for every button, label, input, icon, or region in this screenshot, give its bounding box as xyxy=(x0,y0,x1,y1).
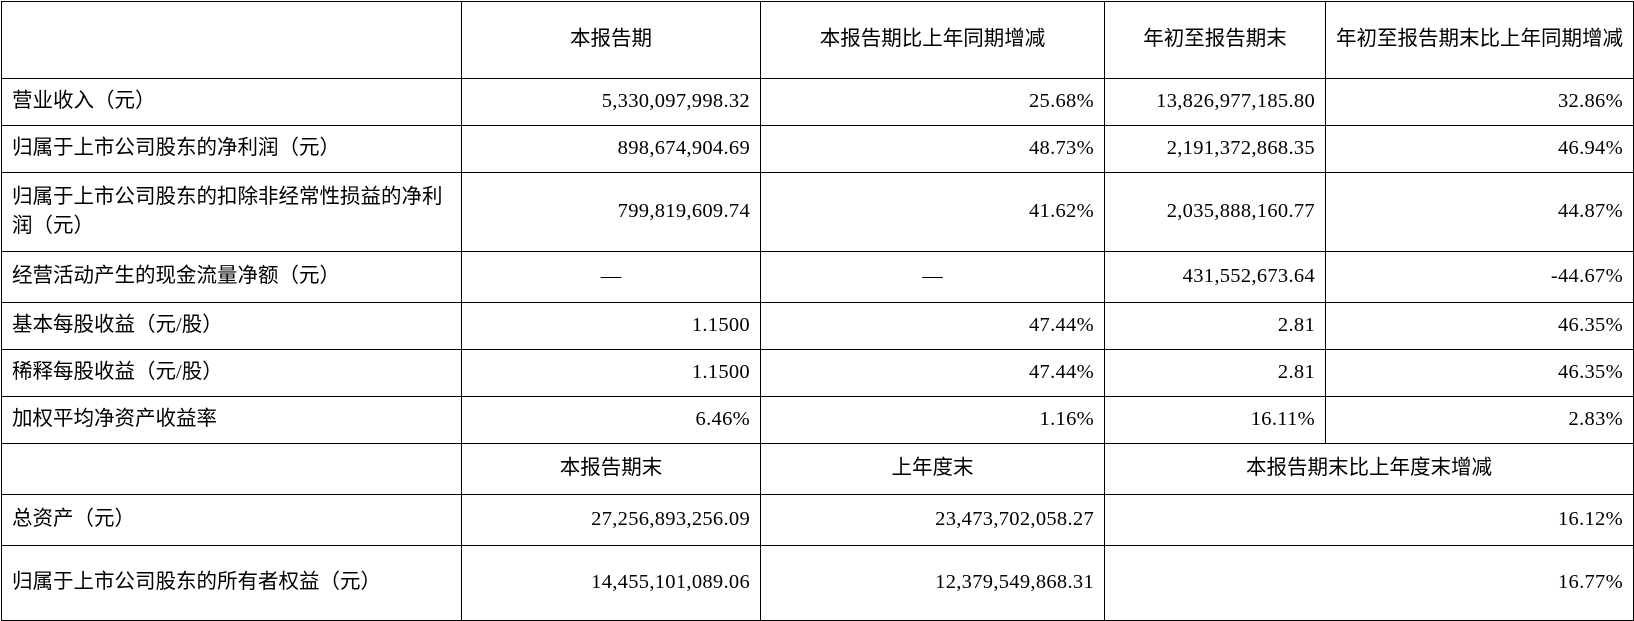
cell-total-assets-period-end: 27,256,893,256.09 xyxy=(461,494,761,546)
cell-equity-change: 16.77% xyxy=(1104,545,1634,621)
cell-weighted-roe-current-period-yoy: 1.16% xyxy=(760,396,1105,444)
table-row: 总资产（元） 27,256,893,256.09 23,473,702,058.… xyxy=(1,494,1634,546)
cell-revenue-ytd-yoy: 32.86% xyxy=(1325,78,1634,126)
cell-revenue-current-period-yoy: 25.68% xyxy=(760,78,1105,126)
header-ytd: 年初至报告期末 xyxy=(1104,1,1326,79)
cell-diluted-eps-ytd: 2.81 xyxy=(1104,349,1326,397)
cell-total-assets-last-year-end: 23,473,702,058.27 xyxy=(760,494,1105,546)
cell-equity-last-year-end: 12,379,549,868.31 xyxy=(760,545,1105,621)
cell-weighted-roe-ytd: 16.11% xyxy=(1104,396,1326,444)
cell-basic-eps-current-period: 1.1500 xyxy=(461,302,761,350)
header-current-period-yoy: 本报告期比上年同期增减 xyxy=(760,1,1105,79)
row-label-diluted-eps: 稀释每股收益（元/股） xyxy=(1,349,462,397)
header-current-period: 本报告期 xyxy=(461,1,761,79)
table-row: 归属于上市公司股东的扣除非经常性损益的净利润（元） 799,819,609.74… xyxy=(1,172,1634,252)
cell-net-profit-excl-ytd-yoy: 44.87% xyxy=(1325,172,1634,252)
cell-basic-eps-current-period-yoy: 47.44% xyxy=(760,302,1105,350)
header-last-year-end: 上年度末 xyxy=(760,443,1105,495)
row-label-total-assets: 总资产（元） xyxy=(1,494,462,546)
cell-revenue-current-period: 5,330,097,998.32 xyxy=(461,78,761,126)
table-row: 稀释每股收益（元/股） 1.1500 47.44% 2.81 46.35% xyxy=(1,349,1634,397)
header-ytd-yoy: 年初至报告期末比上年同期增减 xyxy=(1325,1,1634,79)
cell-operating-cash-flow-current-period-yoy: — xyxy=(760,251,1105,303)
cell-net-profit-current-period-yoy: 48.73% xyxy=(760,125,1105,173)
cell-operating-cash-flow-current-period: — xyxy=(461,251,761,303)
table-header-row-2: 本报告期末 上年度末 本报告期末比上年度末增减 xyxy=(1,443,1634,495)
cell-weighted-roe-current-period: 6.46% xyxy=(461,396,761,444)
cell-net-profit-excl-ytd: 2,035,888,160.77 xyxy=(1104,172,1326,252)
row-label-weighted-roe: 加权平均净资产收益率 xyxy=(1,396,462,444)
row-label-operating-cash-flow: 经营活动产生的现金流量净额（元） xyxy=(1,251,462,303)
cell-net-profit-current-period: 898,674,904.69 xyxy=(461,125,761,173)
table-row: 归属于上市公司股东的所有者权益（元） 14,455,101,089.06 12,… xyxy=(1,545,1634,621)
table-row: 基本每股收益（元/股） 1.1500 47.44% 2.81 46.35% xyxy=(1,302,1634,350)
header-period-end: 本报告期末 xyxy=(461,443,761,495)
table-row: 归属于上市公司股东的净利润（元） 898,674,904.69 48.73% 2… xyxy=(1,125,1634,173)
header2-corner-cell xyxy=(1,443,462,495)
cell-revenue-ytd: 13,826,977,185.80 xyxy=(1104,78,1326,126)
row-label-basic-eps: 基本每股收益（元/股） xyxy=(1,302,462,350)
cell-total-assets-change: 16.12% xyxy=(1104,494,1634,546)
cell-diluted-eps-current-period-yoy: 47.44% xyxy=(760,349,1105,397)
cell-net-profit-ytd: 2,191,372,868.35 xyxy=(1104,125,1326,173)
table-header-row-1: 本报告期 本报告期比上年同期增减 年初至报告期末 年初至报告期末比上年同期增减 xyxy=(1,1,1634,79)
cell-operating-cash-flow-ytd-yoy: -44.67% xyxy=(1325,251,1634,303)
cell-basic-eps-ytd: 2.81 xyxy=(1104,302,1326,350)
table-row: 经营活动产生的现金流量净额（元） — — 431,552,673.64 -44.… xyxy=(1,251,1634,303)
cell-equity-period-end: 14,455,101,089.06 xyxy=(461,545,761,621)
row-label-revenue: 营业收入（元） xyxy=(1,78,462,126)
header-period-end-change: 本报告期末比上年度末增减 xyxy=(1104,443,1634,495)
header-corner-cell xyxy=(1,1,462,79)
table-row: 营业收入（元） 5,330,097,998.32 25.68% 13,826,9… xyxy=(1,78,1634,126)
row-label-net-profit-excl-nonrecurring: 归属于上市公司股东的扣除非经常性损益的净利润（元） xyxy=(1,172,462,252)
cell-diluted-eps-ytd-yoy: 46.35% xyxy=(1325,349,1634,397)
row-label-equity-attributable: 归属于上市公司股东的所有者权益（元） xyxy=(1,545,462,621)
cell-diluted-eps-current-period: 1.1500 xyxy=(461,349,761,397)
cell-net-profit-excl-current-period-yoy: 41.62% xyxy=(760,172,1105,252)
table-row: 加权平均净资产收益率 6.46% 1.16% 16.11% 2.83% xyxy=(1,396,1634,444)
cell-net-profit-excl-current-period: 799,819,609.74 xyxy=(461,172,761,252)
cell-basic-eps-ytd-yoy: 46.35% xyxy=(1325,302,1634,350)
cell-net-profit-ytd-yoy: 46.94% xyxy=(1325,125,1634,173)
row-label-net-profit: 归属于上市公司股东的净利润（元） xyxy=(1,125,462,173)
cell-operating-cash-flow-ytd: 431,552,673.64 xyxy=(1104,251,1326,303)
cell-weighted-roe-ytd-yoy: 2.83% xyxy=(1325,396,1634,444)
